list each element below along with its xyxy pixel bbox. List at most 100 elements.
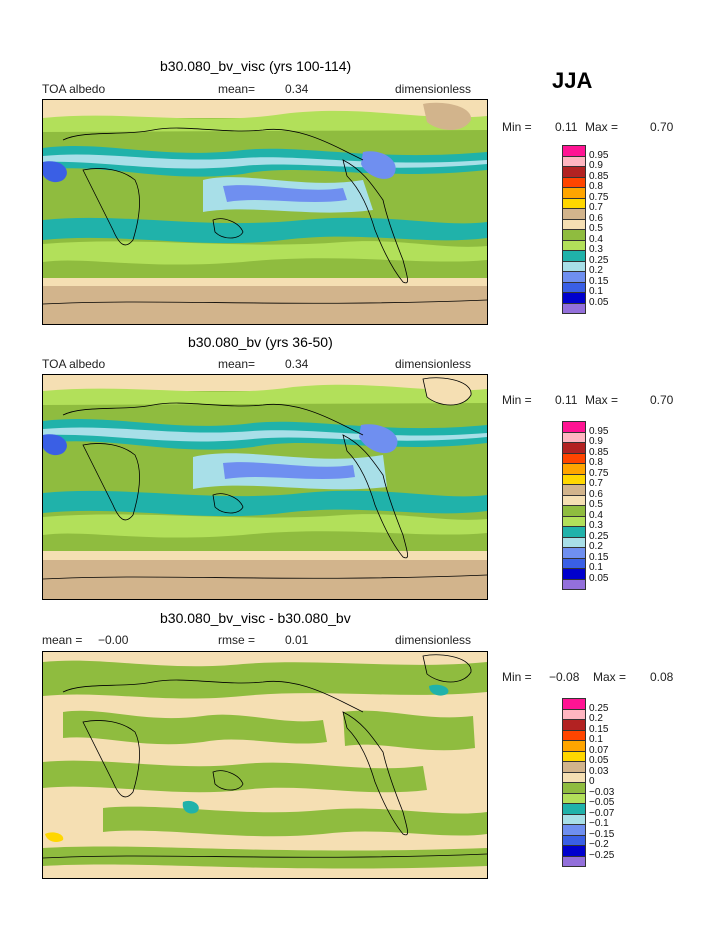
colorbar-level-label: 0.6 xyxy=(589,212,603,224)
panel3-mean-label: mean = xyxy=(42,633,83,647)
field-southern xyxy=(43,551,487,560)
colorbar-level-label: 0.5 xyxy=(589,223,603,234)
colorbar-swatch xyxy=(562,548,586,559)
colorbar-swatch xyxy=(562,464,586,475)
colorbar-swatch xyxy=(562,720,586,731)
colorbar-swatch xyxy=(562,474,586,485)
colorbar-swatch xyxy=(562,804,586,815)
colorbar-level-label: −0.25 xyxy=(589,849,615,861)
colorbar-swatch xyxy=(562,783,586,794)
colorbar-swatch xyxy=(562,569,586,580)
colorbar-swatch xyxy=(562,198,586,209)
panel2-map xyxy=(42,374,488,600)
panel1-mean-value: 0.34 xyxy=(285,82,309,96)
panel2-colorbar: 0.95 0.9 0.85 0.8 0.75 0.7 0.6 0.5 0.4 0.3 0.25 0.2… xyxy=(562,421,608,590)
panel1-variable-label: TOA albedo xyxy=(42,82,106,96)
colorbar-swatch xyxy=(562,272,586,283)
colorbar-swatch xyxy=(562,835,586,846)
colorbar-swatch xyxy=(562,558,586,569)
panel1-map xyxy=(42,99,488,325)
field-band xyxy=(103,806,487,837)
colorbar-swatch xyxy=(562,793,586,804)
colorbar-level-label: −0.07 xyxy=(589,807,615,819)
colorbar-swatch xyxy=(562,282,586,293)
panel3-rmse-label: rmse = xyxy=(218,633,256,647)
panel1-max-value: 0.70 xyxy=(650,120,674,134)
field-band xyxy=(43,660,487,699)
field-southern xyxy=(43,278,487,286)
panel2-units: dimensionless xyxy=(395,357,472,371)
field-arctic xyxy=(43,100,487,118)
field-southern xyxy=(43,284,487,324)
colorbar-level-label: 0.75 xyxy=(589,191,609,203)
colorbar-swatch xyxy=(562,698,586,710)
colorbar-level-label: 0.85 xyxy=(589,446,609,458)
field-band xyxy=(361,151,396,179)
panel3-max-label: Max = xyxy=(593,670,627,684)
colorbar-level-label: 0.4 xyxy=(589,509,603,521)
colorbar-level-label: 0.25 xyxy=(589,530,609,542)
panel2-field xyxy=(43,375,487,599)
field-band xyxy=(343,710,475,751)
field-band xyxy=(45,832,64,842)
colorbar-level-label: 0.15 xyxy=(589,551,609,563)
field-band xyxy=(63,710,327,745)
colorbar-level-label: 0.95 xyxy=(589,425,609,437)
colorbar-swatch xyxy=(562,762,586,773)
colorbar-level-label: 0.8 xyxy=(589,457,603,468)
colorbar-level-label: 0 xyxy=(589,776,595,787)
panel3-field xyxy=(43,652,487,878)
field-band xyxy=(43,760,427,793)
panel2-max-value: 0.70 xyxy=(650,393,674,407)
colorbar-level-label: 0.1 xyxy=(589,562,603,573)
colorbar-swatch xyxy=(562,188,586,199)
colorbar-swatch xyxy=(562,145,586,157)
colorbar-level-label: 0.07 xyxy=(589,744,609,756)
field-band xyxy=(43,384,487,405)
colorbar-swatch xyxy=(562,516,586,527)
colorbar-level-label: 0.3 xyxy=(589,244,603,255)
coastlines xyxy=(43,654,487,859)
colorbar-level-label: −0.05 xyxy=(589,797,615,808)
coastlines xyxy=(43,127,487,305)
field-band xyxy=(43,434,67,456)
field-greenland xyxy=(423,102,472,130)
field-band xyxy=(429,684,449,696)
colorbar-level-label: 0.15 xyxy=(589,275,609,287)
colorbar-swatch xyxy=(562,293,586,304)
panel1-max-label: Max = xyxy=(585,120,619,134)
colorbar-swatch xyxy=(562,219,586,230)
colorbar-swatch xyxy=(562,485,586,496)
colorbar-level-label: 0.25 xyxy=(589,702,609,714)
field-band xyxy=(43,161,67,183)
colorbar-level-label: −0.2 xyxy=(589,839,609,850)
field-band xyxy=(43,490,487,517)
colorbar-swatch xyxy=(562,579,586,590)
panel2-variable-label: TOA albedo xyxy=(42,357,106,371)
panel1-title: b30.080_bv_visc (yrs 100-114) xyxy=(160,58,352,74)
colorbar-swatch xyxy=(562,251,586,262)
colorbar-level-label: 0.3 xyxy=(589,520,603,531)
panel3-colorbar: 0.25 0.2 0.15 0.1 0.07 0.05 0.03 0 −0.03 −0.05 −0.… xyxy=(562,698,614,867)
colorbar-level-label: 0.05 xyxy=(589,755,609,766)
colorbar-swatch xyxy=(562,814,586,825)
field-band xyxy=(359,424,398,454)
colorbar-swatch xyxy=(562,741,586,752)
panel3-max-value: 0.08 xyxy=(650,670,674,684)
colorbar-level-label: 0.7 xyxy=(589,478,603,489)
colorbar-level-label: 0.2 xyxy=(589,265,603,276)
colorbar-level-label: −0.1 xyxy=(589,818,609,829)
field-band xyxy=(223,462,355,479)
colorbar-level-label: 0.05 xyxy=(589,296,609,308)
panel2-mean-value: 0.34 xyxy=(285,357,309,371)
colorbar-swatch xyxy=(562,209,586,220)
colorbar-swatch xyxy=(562,230,586,241)
field-greenland xyxy=(423,377,472,405)
panel1-units: dimensionless xyxy=(395,82,472,96)
colorbar-level-label: 0.5 xyxy=(589,499,603,510)
colorbar-level-label: 0.4 xyxy=(589,233,603,245)
colorbar-swatch xyxy=(562,421,586,433)
colorbar-level-label: 0.8 xyxy=(589,181,603,192)
panel3-map xyxy=(42,651,488,879)
colorbar-level-label: 0.1 xyxy=(589,286,603,297)
